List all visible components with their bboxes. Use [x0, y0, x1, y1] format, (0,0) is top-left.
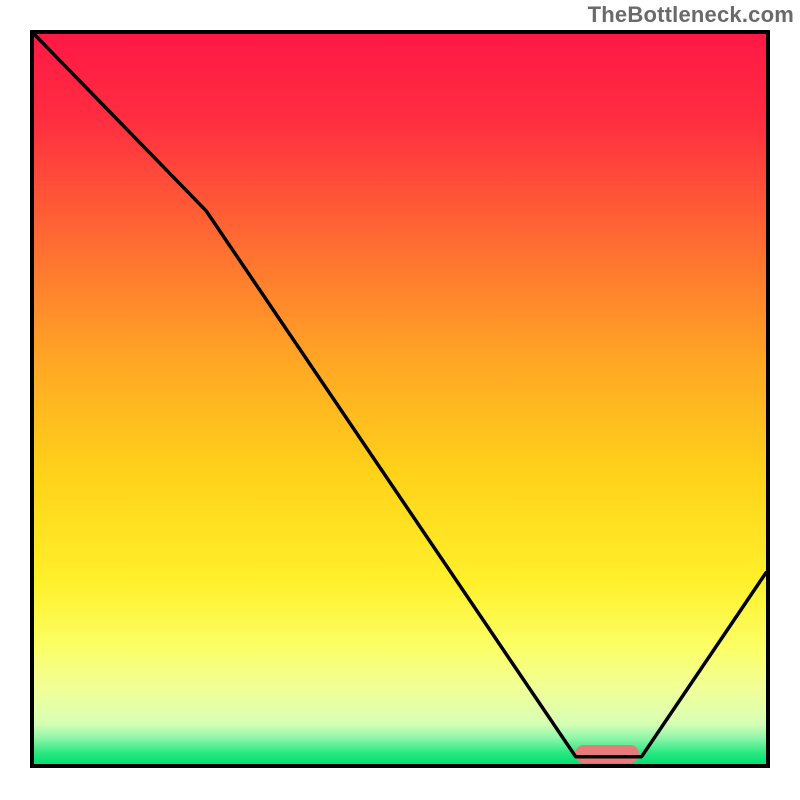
curve-path: [34, 34, 766, 757]
bottleneck-curve: [34, 34, 766, 764]
plot-area: [34, 34, 766, 764]
watermark-text: TheBottleneck.com: [588, 2, 794, 28]
chart-frame: TheBottleneck.com: [0, 0, 800, 800]
